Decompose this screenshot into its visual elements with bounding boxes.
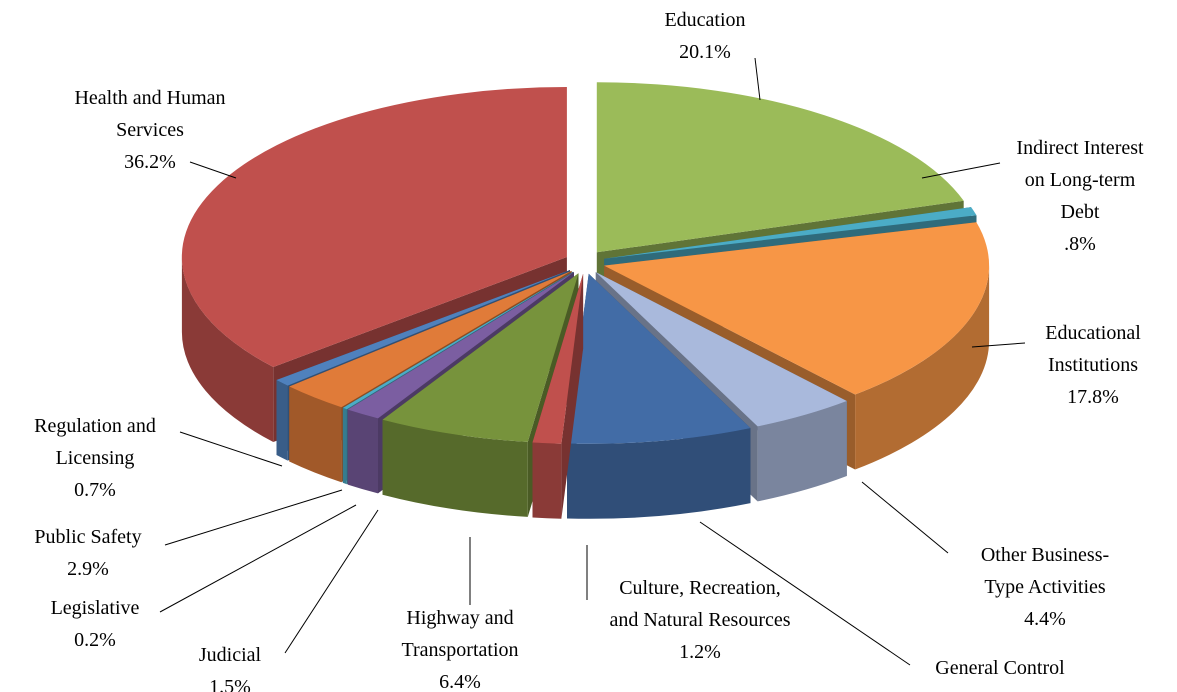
slice (567, 273, 751, 444)
slice (342, 271, 574, 410)
label-value: 20.1% (679, 41, 731, 63)
leader-line (861, 481, 949, 554)
slice-side (532, 442, 562, 519)
leader-line (699, 521, 911, 666)
label-value: 4.4% (1024, 608, 1066, 630)
slice-side (757, 401, 847, 502)
label-value: 17.8% (1067, 386, 1119, 408)
slice-side (382, 419, 528, 517)
slice-label: Culture, Recreation, and Natural Resourc… (609, 572, 791, 668)
label-name: Regulation and Licensing (34, 415, 156, 469)
leader-line (754, 57, 761, 101)
label-name: General Control (935, 657, 1065, 679)
slice-label: Educational Institutions 17.8% (1018, 317, 1168, 413)
leader-line (971, 342, 1026, 348)
label-name: Indirect Interest on Long-term Debt (1016, 137, 1144, 223)
slice-label: Regulation and Licensing 0.7% (20, 410, 170, 506)
label-value: 2.9% (67, 558, 109, 580)
slice-side (276, 380, 288, 461)
label-name: Judicial (198, 644, 262, 666)
slice-side (855, 265, 990, 470)
slice-label: General Control 7.8% (900, 652, 1100, 692)
label-name: Educational Institutions (1045, 322, 1141, 376)
leader-line (179, 431, 283, 467)
slice-label: Health and Human Services 36.2% (63, 82, 238, 178)
slice (276, 270, 570, 386)
label-name: Highway and Transportation (401, 607, 519, 661)
slice (347, 272, 574, 419)
slice-side (342, 407, 347, 485)
leader-line (189, 161, 237, 179)
slice (604, 222, 990, 395)
label-name: Education (664, 9, 746, 31)
leader-line (159, 504, 357, 613)
label-value: 1.2% (679, 641, 721, 663)
leader-line (284, 509, 379, 654)
label-value: 0.2% (74, 629, 116, 651)
slice (382, 273, 579, 442)
slice-label: Legislative 0.2% (35, 592, 155, 656)
slice (289, 270, 572, 408)
slice-label: Highway and Transportation 6.4% (390, 602, 530, 692)
label-value: .8% (1064, 233, 1096, 255)
leader-line (164, 489, 343, 546)
slice-label: Education 20.1% (605, 4, 805, 68)
slice-side (567, 428, 751, 519)
label-value: 0.7% (74, 479, 116, 501)
slice-label: Indirect Interest on Long-term Debt .8% (1008, 132, 1153, 260)
slice (596, 82, 964, 253)
label-name: Other Business-Type Activities (980, 544, 1110, 598)
label-value: 7.8% (900, 684, 1100, 692)
label-value: 1.5% (209, 676, 251, 692)
label-value: 6.4% (439, 671, 481, 692)
slice (181, 87, 567, 367)
label-name: Legislative (50, 597, 140, 619)
slice-side (181, 257, 274, 442)
slice (595, 272, 847, 427)
slice (604, 207, 977, 259)
label-value: 36.2% (124, 151, 176, 173)
leader-line (921, 162, 1001, 179)
slice-label: Public Safety 2.9% (13, 521, 163, 585)
label-name: Culture, Recreation, and Natural Resourc… (609, 577, 791, 631)
slice-side (347, 409, 378, 494)
label-name: Health and Human Services (74, 87, 226, 141)
slice (532, 273, 584, 444)
slice-label: Judicial 1.5% (170, 639, 290, 692)
label-name: Public Safety (34, 526, 142, 548)
slice-label: Other Business-Type Activities 4.4% (975, 539, 1115, 635)
slice-side (289, 386, 342, 483)
